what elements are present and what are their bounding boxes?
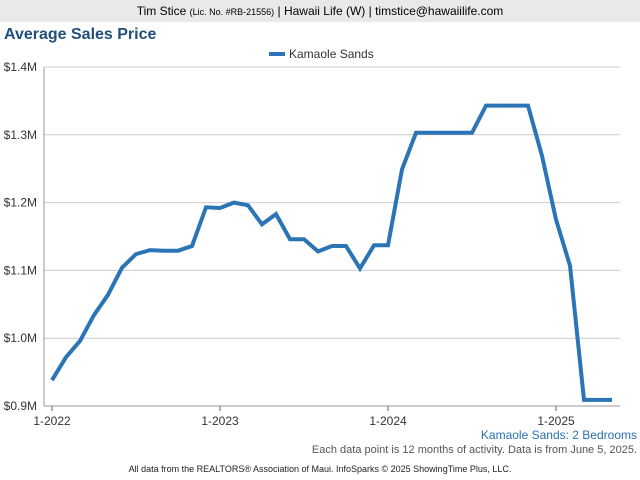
series-line-kamaole-sands [50, 103, 612, 402]
x-tick-label: 1-2023 [201, 414, 239, 428]
legend: Kamaole Sands [269, 47, 374, 61]
y-tick-label: $1.4M [4, 60, 37, 74]
chart-caption: Kamaole Sands: 2 Bedrooms [480, 428, 637, 442]
y-tick-label: $0.9M [4, 399, 37, 413]
y-tick-label: $1.2M [4, 196, 37, 210]
footer-credit: All data from the REALTORS® Association … [128, 464, 512, 474]
legend-label: Kamaole Sands [289, 47, 374, 61]
series-lines [50, 103, 612, 402]
x-tick-label: 1-2024 [369, 414, 407, 428]
grid-lines [44, 66, 620, 339]
y-tick-label: $1.0M [4, 331, 37, 345]
x-tick-label: 1-2025 [537, 414, 575, 428]
x-tick-label: 1-2022 [33, 414, 71, 428]
data-note: Each data point is 12 months of activity… [311, 444, 637, 456]
license-number: (Lic. No. #RB-21556) [189, 7, 275, 17]
header-bar: Tim Stice (Lic. No. #RB-21556) | Hawaii … [0, 0, 640, 22]
chart-title: Average Sales Price [4, 26, 157, 43]
y-tick-label: $1.3M [4, 128, 37, 142]
y-tick-label: $1.1M [4, 263, 37, 277]
axes [43, 67, 620, 411]
agent-name: Tim Stice [136, 4, 187, 18]
tick-labels: $0.9M $1.0M $1.1M $1.2M $1.3M $1.4M 1-2022 1-20… [4, 60, 575, 428]
agent-contact: | Hawaii Life (W) | timstice@hawaiilife.… [277, 4, 504, 18]
